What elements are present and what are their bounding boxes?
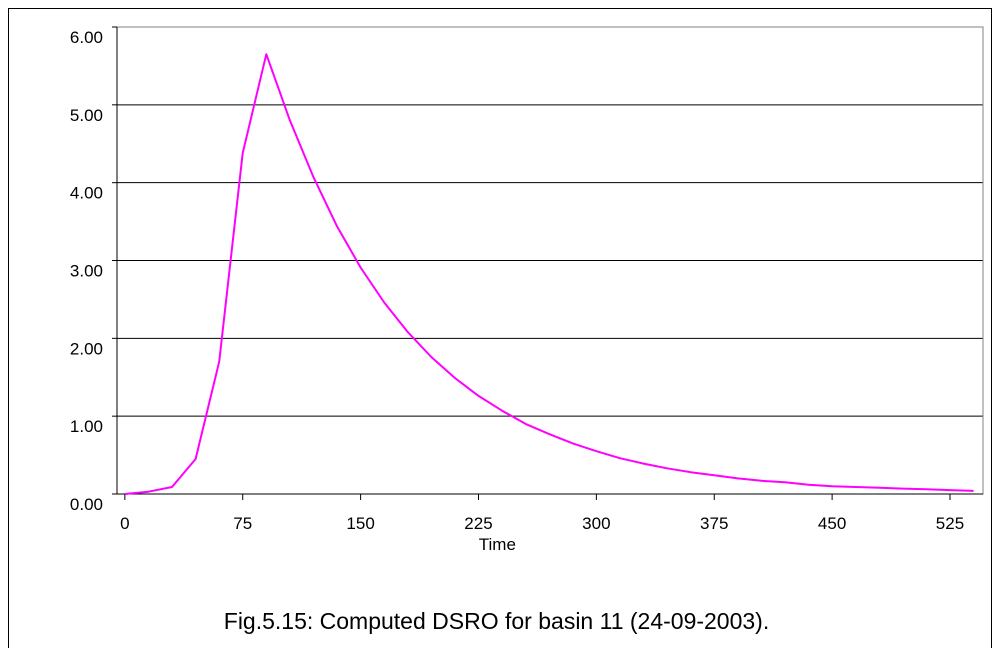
gridlines	[117, 27, 983, 416]
y-tick-label: 4.00	[70, 184, 103, 203]
x-tick-labels: 0 75 150 225 300 375 450 525	[120, 514, 964, 533]
y-tick-label: 3.00	[70, 262, 103, 281]
y-tick-label: 0.00	[70, 495, 103, 514]
x-tick-label: 150	[346, 514, 374, 533]
series-line	[125, 54, 974, 494]
x-tick-label: 450	[818, 514, 846, 533]
x-tick-label: 525	[936, 514, 964, 533]
y-tick-labels: 0.00 1.00 2.00 3.00 4.00 5.00 6.00	[70, 28, 103, 514]
x-tick-label: 0	[120, 514, 129, 533]
x-axis-label: Time	[479, 535, 516, 554]
figure-caption: Fig.5.15: Computed DSRO for basin 11 (24…	[0, 608, 993, 635]
x-tick-label: 225	[464, 514, 492, 533]
axes	[112, 27, 983, 500]
line-chart: 0.00 1.00 2.00 3.00 4.00 5.00 6.00 0 75 150 225 30…	[0, 0, 993, 600]
y-tick-label: 2.00	[70, 339, 103, 358]
y-tick-label: 5.00	[70, 106, 103, 125]
series-group	[125, 54, 974, 494]
y-tick-label: 1.00	[70, 417, 103, 436]
x-tick-label: 75	[233, 514, 252, 533]
y-tick-label: 6.00	[70, 28, 103, 47]
x-tick-label: 300	[582, 514, 610, 533]
x-tick-label: 375	[700, 514, 728, 533]
